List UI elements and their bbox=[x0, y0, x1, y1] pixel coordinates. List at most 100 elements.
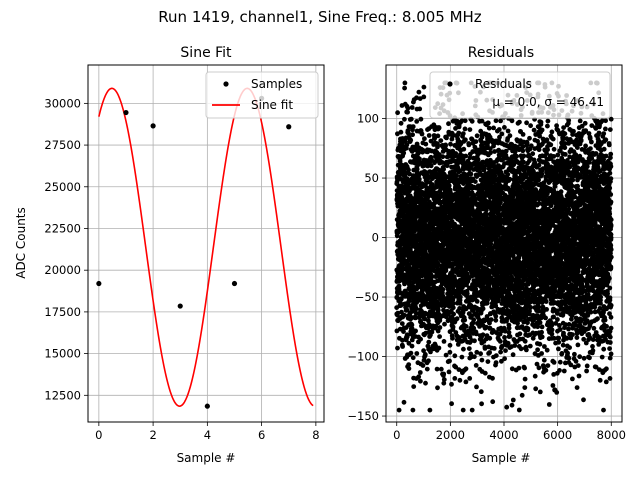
residual-point bbox=[447, 342, 453, 348]
residual-point bbox=[406, 130, 411, 136]
residual-point bbox=[509, 118, 515, 124]
residual-point bbox=[400, 344, 405, 349]
residual-point bbox=[463, 137, 468, 143]
residual-point bbox=[460, 407, 466, 413]
residual-point bbox=[491, 346, 497, 351]
residual-point bbox=[506, 325, 512, 331]
residual-point bbox=[505, 172, 511, 177]
residual-point bbox=[417, 370, 423, 375]
residual-point bbox=[462, 118, 468, 124]
residual-point bbox=[435, 307, 441, 313]
residual-point bbox=[502, 335, 507, 340]
residual-point bbox=[459, 354, 465, 360]
residual-point bbox=[472, 179, 478, 185]
residual-point bbox=[514, 153, 519, 159]
sample-point bbox=[286, 124, 292, 130]
residual-point bbox=[490, 375, 495, 381]
residual-point bbox=[452, 376, 458, 381]
sine-fit-legend: Samples Sine fit bbox=[205, 71, 319, 119]
residual-point bbox=[490, 399, 496, 405]
residual-point bbox=[521, 159, 526, 165]
residual-point bbox=[398, 296, 404, 302]
sine-fit-grid bbox=[88, 65, 324, 422]
x-tick-label: 8 bbox=[312, 428, 319, 442]
residual-point bbox=[449, 401, 454, 407]
sine-fit-ticks: 0 2 4 6 812500150001750020000225002500027500… bbox=[44, 96, 319, 442]
sine-fit-ylabel: ADC Counts bbox=[14, 207, 28, 279]
residual-point bbox=[411, 384, 417, 389]
residual-point bbox=[421, 348, 426, 354]
residual-point bbox=[522, 376, 528, 382]
residual-point bbox=[416, 176, 422, 182]
residual-point bbox=[509, 402, 515, 408]
residual-point bbox=[450, 305, 456, 311]
residual-point bbox=[395, 345, 400, 351]
residual-point bbox=[426, 339, 432, 345]
legend-samples-marker bbox=[223, 81, 229, 87]
y-tick-label: 27500 bbox=[44, 138, 81, 152]
residual-point bbox=[441, 166, 446, 172]
residual-point bbox=[517, 119, 522, 125]
residual-point bbox=[517, 331, 523, 337]
residual-point bbox=[406, 167, 411, 173]
residual-point bbox=[414, 166, 420, 172]
residual-point bbox=[422, 352, 428, 357]
residual-point bbox=[522, 338, 528, 344]
residual-point bbox=[401, 399, 407, 405]
residual-point bbox=[401, 329, 406, 334]
residual-point bbox=[493, 353, 499, 358]
residual-point bbox=[441, 371, 447, 377]
residual-point bbox=[446, 121, 451, 127]
residual-point bbox=[435, 133, 441, 139]
residual-point bbox=[480, 332, 486, 338]
sine-fit-frame bbox=[87, 64, 325, 423]
residual-point bbox=[440, 154, 446, 160]
residual-point bbox=[487, 335, 493, 341]
residual-point bbox=[524, 140, 530, 146]
residual-point bbox=[438, 138, 444, 144]
residual-point bbox=[498, 118, 503, 124]
residual-point bbox=[469, 118, 475, 124]
residual-point bbox=[396, 407, 402, 413]
residual-point bbox=[440, 287, 446, 292]
residual-point bbox=[472, 354, 477, 360]
residual-point bbox=[461, 346, 466, 352]
residual-point bbox=[499, 131, 505, 137]
residual-point bbox=[413, 306, 419, 312]
residual-point bbox=[443, 268, 449, 274]
sine-fit-plot-area bbox=[96, 87, 314, 409]
residual-point bbox=[518, 346, 524, 352]
residual-point bbox=[488, 150, 493, 156]
residual-point bbox=[468, 171, 474, 177]
sine-fit-xlabel: Sample # bbox=[177, 451, 236, 465]
residual-point bbox=[451, 311, 456, 317]
residual-point bbox=[410, 407, 416, 413]
legend-samples-label: Samples bbox=[251, 77, 302, 91]
residual-point bbox=[452, 353, 458, 359]
residual-point bbox=[503, 348, 508, 353]
residual-point bbox=[463, 153, 469, 159]
residual-point bbox=[520, 132, 526, 137]
residual-point bbox=[446, 183, 452, 189]
residual-point bbox=[510, 352, 516, 358]
residual-point bbox=[437, 334, 442, 339]
residual-point bbox=[441, 380, 447, 386]
sample-point bbox=[96, 280, 102, 287]
residual-point bbox=[434, 366, 440, 372]
residual-point bbox=[418, 378, 423, 384]
residual-point bbox=[505, 128, 511, 134]
residual-point bbox=[433, 323, 439, 329]
residual-point bbox=[487, 350, 492, 355]
residual-point bbox=[462, 317, 468, 323]
residual-point bbox=[450, 335, 455, 341]
residual-point bbox=[395, 310, 401, 316]
sine-fit-curve bbox=[98, 87, 314, 407]
residual-point bbox=[496, 127, 502, 132]
residual-point bbox=[417, 156, 422, 162]
residual-point bbox=[493, 118, 499, 124]
residual-point bbox=[437, 325, 443, 330]
x-tick-label: 4 bbox=[204, 428, 211, 442]
residual-point bbox=[493, 360, 499, 365]
residual-point bbox=[399, 321, 405, 326]
